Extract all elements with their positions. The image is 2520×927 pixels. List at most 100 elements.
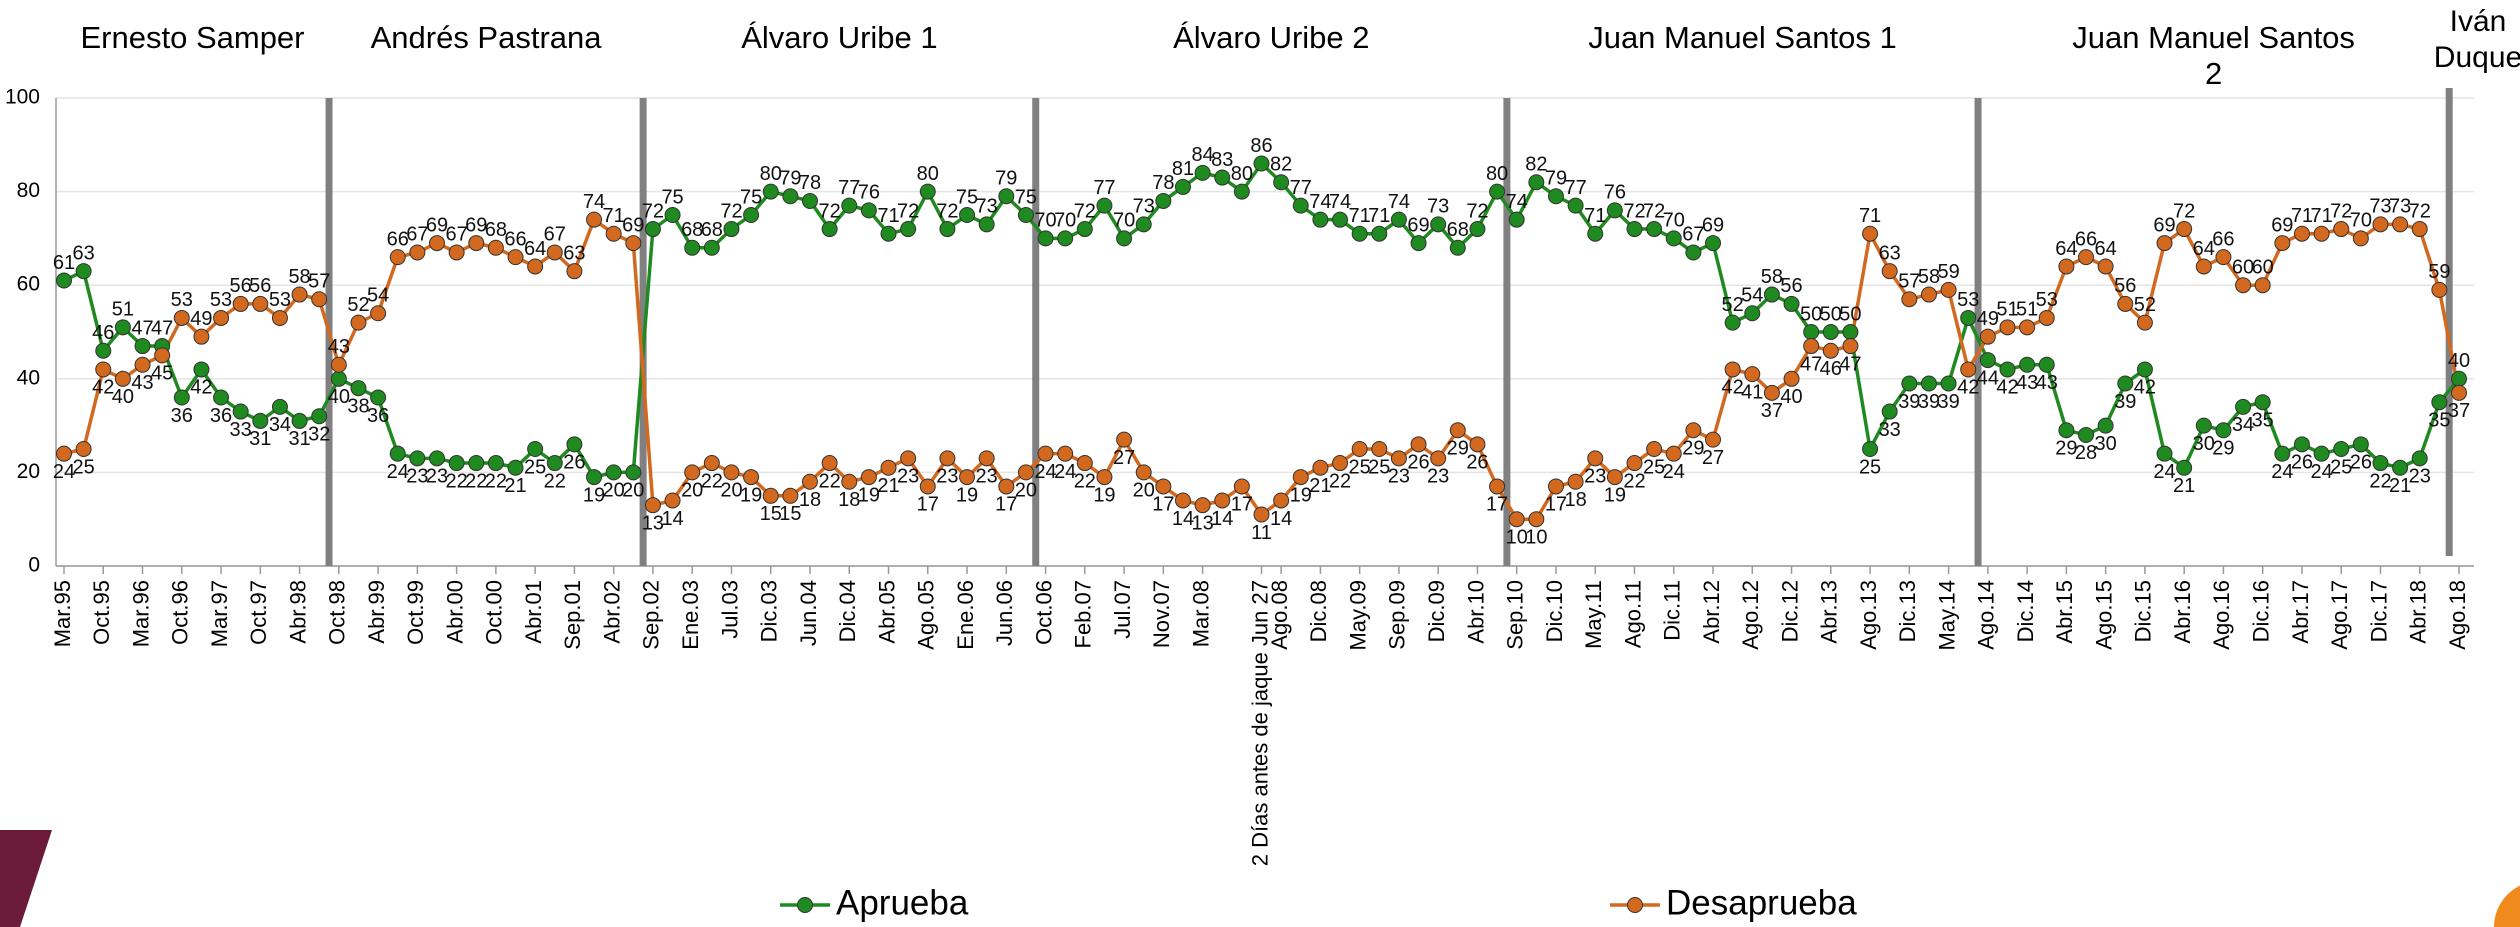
data-point [1606,469,1623,486]
data-label: 78 [799,172,821,194]
data-point [2058,258,2075,275]
x-tick-label: Abr.02 [599,580,624,644]
data-point [1626,221,1643,238]
data-label: 52 [1722,294,1744,316]
data-label: 17 [1231,494,1253,516]
data-point [311,408,328,425]
data-point [409,450,426,467]
data-label: 69 [2153,214,2175,236]
data-label: 69 [2271,214,2293,236]
data-point [880,459,897,476]
data-label: 53 [210,289,232,311]
data-point [860,469,877,486]
data-label: 59 [2428,261,2450,283]
data-point [723,221,740,238]
data-point [860,202,877,219]
data-label: 20 [603,480,625,502]
data-point [1096,197,1113,214]
data-label: 79 [779,168,801,190]
decor-circle [2494,885,2520,927]
x-tick-label: Abr.15 [2052,580,2077,644]
data-label: 59 [1937,261,1959,283]
data-point [1489,183,1506,200]
data-point [1724,314,1741,331]
data-label: 71 [1859,205,1881,227]
data-point [1057,445,1074,462]
data-label: 19 [1604,484,1626,506]
data-label: 22 [445,470,467,492]
data-label: 40 [1780,386,1802,408]
data-point [664,492,681,509]
data-label: 42 [2134,377,2156,399]
data-label: 24 [387,461,409,483]
data-point [919,478,936,495]
x-tick-label: 2 Días antes de jaque Jun 27 [1247,580,1272,866]
data-label: 22 [1074,470,1096,492]
data-label: 19 [583,484,605,506]
x-tick-label: Mar.95 [50,580,75,647]
period-title: Juan Manuel Santos 1 [1588,20,1897,55]
data-point [271,309,288,326]
data-label: 77 [1093,177,1115,199]
data-label: 31 [249,428,271,450]
data-point [1233,183,1250,200]
data-point [1901,291,1918,308]
data-point [1174,492,1191,509]
x-tick-label: Mar.96 [128,580,153,647]
data-point [1705,431,1722,448]
data-label: 66 [387,228,409,250]
data-label: 43 [2036,372,2058,394]
data-label: 25 [524,456,546,478]
data-label: 11 [1251,522,1272,544]
x-tick-label: Ago.08 [1267,580,1292,650]
data-label: 50 [1839,303,1861,325]
data-label: 75 [956,186,978,208]
data-point [2451,384,2467,401]
data-label: 77 [838,177,860,199]
data-label: 17 [917,494,939,516]
data-point [75,441,92,457]
data-point [743,469,760,486]
data-point [2038,356,2055,373]
x-tick-label: Abr.00 [442,580,467,644]
data-label: 40 [328,386,350,408]
legend-marker [797,897,813,913]
data-label: 76 [858,182,880,204]
data-point [2313,225,2330,242]
x-tick-label: Oct.99 [403,580,428,645]
data-point [1273,492,1290,509]
data-point [1489,478,1506,495]
data-label: 37 [1761,400,1783,422]
data-label: 20 [720,480,742,502]
data-point [1037,445,1054,462]
data-label: 30 [2095,433,2117,455]
data-label: 72 [720,200,742,222]
x-tick-label: Ago.05 [914,580,939,650]
data-label: 72 [2173,200,2195,222]
data-label: 71 [1349,205,1371,227]
data-point [1410,235,1427,252]
data-label: 19 [1290,484,1312,506]
data-point [1685,422,1702,439]
data-point [2156,235,2173,252]
data-point [409,244,426,261]
data-point [821,455,838,472]
data-label: 53 [269,289,291,311]
data-label: 75 [740,186,762,208]
data-point [723,464,740,481]
data-label: 24 [53,461,75,483]
x-tick-label: Jun.06 [992,580,1017,646]
data-point [2078,426,2095,443]
data-label: 20 [622,480,644,502]
data-label: 23 [426,466,448,488]
data-label: 61 [53,252,75,274]
data-label: 69 [622,214,644,236]
data-point [2451,370,2467,387]
data-point [2195,417,2212,434]
data-label: 23 [1584,466,1606,488]
data-point [2078,249,2095,266]
data-point [1547,478,1564,495]
data-point [2313,445,2330,462]
data-label: 69 [1407,214,1429,236]
data-label: 80 [760,163,782,185]
